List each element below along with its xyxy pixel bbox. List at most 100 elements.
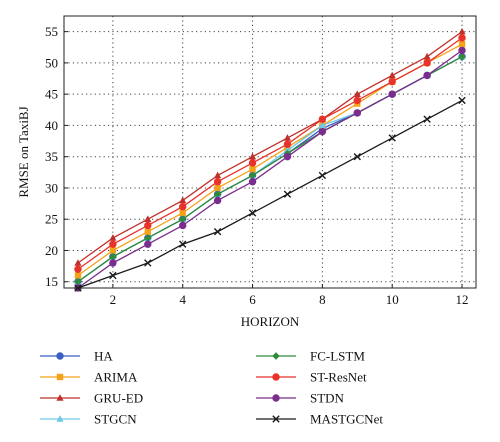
data-point-st-resnet (353, 96, 361, 105)
x-marker-stroke (272, 415, 280, 423)
data-point-arima (458, 40, 466, 48)
plot-frame (63, 15, 477, 289)
data-point-fc-lstm (179, 215, 187, 223)
data-point-arima (74, 272, 82, 279)
series-line-gru-ed (77, 31, 463, 264)
x-marker-stroke (109, 271, 117, 280)
data-point-mastgcnet (423, 115, 431, 123)
legend-marker (56, 394, 64, 401)
y-tick-label: 45 (45, 87, 58, 102)
series-arima (74, 40, 466, 279)
legend-item-stdn: STDN (256, 391, 345, 406)
legend-marker (272, 394, 280, 402)
legend-marker (272, 352, 280, 360)
data-point-gru-ed (458, 27, 466, 35)
x-tick-label: 10 (386, 292, 399, 307)
data-point-stdn (179, 221, 187, 230)
legend-label: ST-ResNet (310, 370, 367, 385)
data-point-gru-ed (109, 234, 117, 241)
x-tick-label: 8 (319, 292, 326, 307)
data-point-fc-lstm (144, 234, 152, 242)
x-marker-stroke (213, 228, 222, 236)
data-point-stdn (109, 259, 117, 267)
y-axis-label: RMSE on TaxiBJ (16, 106, 31, 197)
legend-item-st-resnet: ST-ResNet (256, 370, 367, 385)
legend-marker (56, 415, 64, 422)
grid (64, 16, 476, 288)
data-point-gru-ed (388, 71, 396, 79)
data-point-gru-ed (144, 215, 152, 223)
legend-marker (56, 373, 64, 381)
x-marker-stroke (179, 240, 187, 248)
series-line-stdn (77, 49, 463, 289)
series-line-mastgcnet (77, 99, 463, 289)
series-line-st-resnet (77, 37, 463, 270)
data-point-mastgcnet (179, 240, 187, 248)
legend-item-mastgcnet: MASTGCNet (256, 412, 383, 427)
y-tick-label: 50 (45, 55, 58, 70)
data-point-st-resnet (318, 115, 327, 123)
data-point-mastgcnet (318, 171, 327, 180)
series-mastgcnet (74, 96, 466, 292)
legend-item-gru-ed: GRU-ED (40, 391, 143, 406)
legend-label: FC-LSTM (310, 349, 365, 364)
data-point-mastgcnet (388, 134, 396, 142)
data-point-st-resnet (388, 77, 396, 86)
data-point-mastgcnet (213, 228, 222, 236)
series-gru-ed (74, 27, 466, 266)
x-marker-stroke (248, 209, 257, 217)
legend-label: STDN (310, 391, 345, 406)
series-stdn (74, 46, 466, 292)
data-point-gru-ed (74, 259, 82, 266)
legend-label: ARIMA (94, 370, 138, 385)
data-point-st-resnet (144, 221, 152, 230)
data-point-stdn (318, 127, 327, 136)
data-point-arima (249, 165, 256, 173)
data-point-arima (144, 228, 151, 235)
legend-item-stgcn: STGCN (40, 412, 137, 427)
legend: HA ARIMA GRU-ED STGCN FC-LSTM ST-ResNet STDN MA… (40, 349, 383, 427)
legend-label: STGCN (94, 412, 137, 427)
x-tick-label: 6 (249, 292, 256, 307)
data-point-mastgcnet (144, 259, 152, 267)
legend-marker (272, 373, 280, 381)
data-point-st-resnet (213, 178, 222, 186)
data-point-st-resnet (458, 34, 466, 42)
data-point-st-resnet (109, 240, 117, 248)
x-marker-stroke (318, 171, 327, 180)
legend-item-arima: ARIMA (40, 370, 138, 385)
data-point-gru-ed (179, 196, 187, 204)
x-marker-stroke (353, 152, 361, 161)
legend-label: GRU-ED (94, 391, 143, 406)
series-st-resnet (74, 34, 466, 273)
legend-label: HA (94, 349, 113, 364)
data-point-stgcn (318, 121, 326, 129)
y-tick-label: 40 (45, 118, 58, 133)
data-point-st-resnet (283, 140, 292, 148)
data-point-stdn (353, 109, 361, 117)
series-lines (74, 27, 466, 292)
y-tick-label: 30 (45, 180, 58, 195)
legend-marker (272, 415, 280, 423)
y-tick-label: 15 (45, 274, 58, 289)
data-point-fc-lstm (248, 171, 257, 180)
x-tick-label: 2 (110, 292, 117, 307)
data-point-mastgcnet (353, 152, 361, 161)
data-point-st-resnet (74, 265, 82, 273)
data-point-stdn (283, 152, 292, 161)
data-point-stdn (388, 90, 396, 98)
x-marker-stroke (388, 134, 396, 142)
y-tick-label: 55 (45, 24, 58, 39)
x-axis-label: HORIZON (241, 314, 300, 329)
data-point-gru-ed (248, 152, 257, 160)
x-marker-stroke (458, 96, 466, 105)
x-tick-label: 12 (456, 292, 469, 307)
x-marker-stroke (144, 259, 152, 267)
data-point-st-resnet (423, 59, 431, 67)
y-tick-label: 20 (45, 243, 58, 258)
data-point-fc-lstm (109, 253, 117, 261)
axis-ticks: 2 4 6 8 10 12 15 20 25 30 35 40 45 50 55 (45, 24, 469, 307)
data-point-arima (179, 209, 186, 217)
